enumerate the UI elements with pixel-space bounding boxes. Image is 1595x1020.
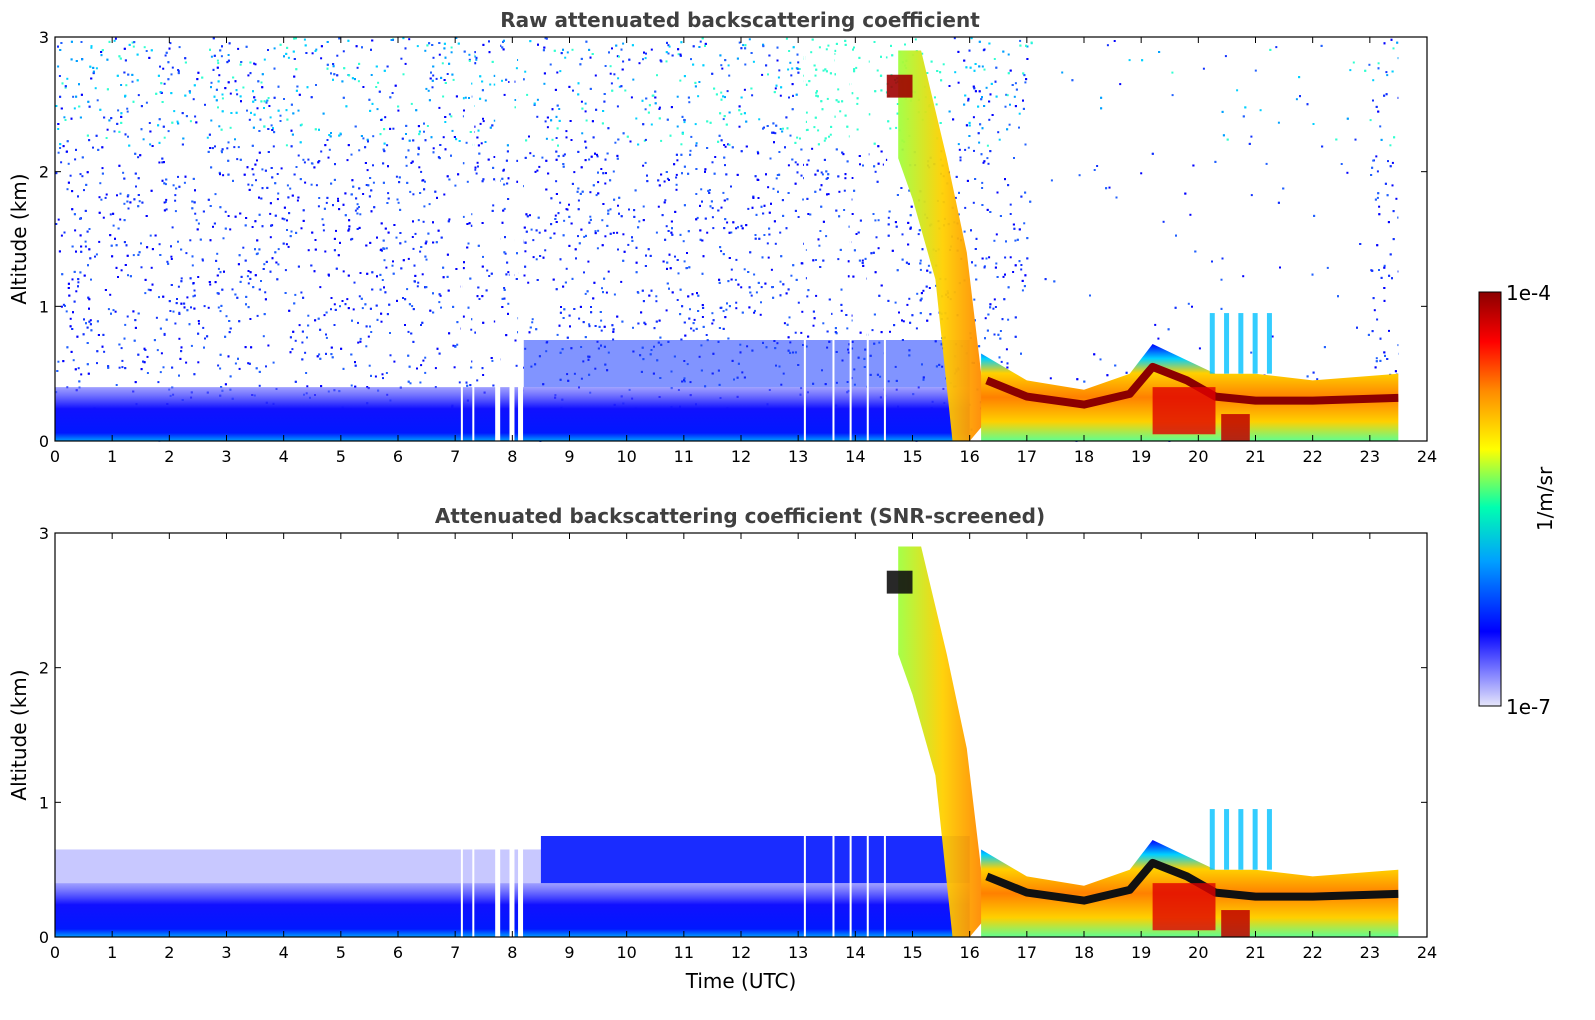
- colorbar: 1e-4 1e-7 1/m/sr: [1478, 281, 1557, 719]
- colorbar-unit-label: 1/m/sr: [1533, 466, 1557, 531]
- x-tick-label: 21: [1245, 943, 1265, 962]
- x-tick-label: 3: [221, 943, 231, 962]
- x-tick-label: 6: [393, 943, 403, 962]
- raw-x-axis: 0 1 2 3 4 5 6 7 8 9 10 11 12 13 14 15 16 17 18 19 20 21 22 23 24: [50, 37, 1437, 466]
- snr-x-axis: 0 1 2 3 4 5 6 7 8 9 10 11 12 13 14 15 16 17 18 19 20 21 22 23 24: [50, 533, 1437, 962]
- colorbar-max-label: 1e-4: [1506, 281, 1551, 305]
- y-tick-label: 3: [39, 28, 49, 47]
- x-tick-label: 17: [1017, 447, 1037, 466]
- x-tick-label: 19: [1131, 447, 1151, 466]
- x-tick-label: 7: [450, 943, 460, 962]
- snr-y-axis: 0 1 2 3: [39, 524, 1427, 947]
- x-tick-label: 11: [674, 943, 694, 962]
- raw-y-axis: 0 1 2 3: [39, 28, 1427, 451]
- x-tick-label: 13: [788, 943, 808, 962]
- x-tick-label: 6: [393, 447, 403, 466]
- x-tick-label: 12: [731, 447, 751, 466]
- snr-panel-title: Attenuated backscattering coefficient (S…: [435, 504, 1045, 528]
- y-tick-label: 1: [39, 297, 49, 316]
- x-tick-label: 0: [50, 943, 60, 962]
- x-tick-label: 3: [221, 447, 231, 466]
- y-tick-label: 2: [39, 163, 49, 182]
- x-tick-label: 4: [279, 447, 289, 466]
- raw-heatmap: [55, 37, 1427, 442]
- x-tick-label: 10: [616, 447, 636, 466]
- x-tick-label: 4: [279, 943, 289, 962]
- x-tick-label: 7: [450, 447, 460, 466]
- x-tick-label: 14: [845, 447, 865, 466]
- x-tick-label: 2: [164, 943, 174, 962]
- x-tick-label: 13: [788, 447, 808, 466]
- x-tick-label: 16: [959, 943, 979, 962]
- snr-heatmap: [55, 533, 1427, 937]
- colorbar-min-label: 1e-7: [1506, 695, 1551, 719]
- raw-panel: Raw attenuated backscattering coefficien…: [7, 8, 1437, 466]
- x-tick-label: 5: [336, 447, 346, 466]
- raw-panel-title: Raw attenuated backscattering coefficien…: [500, 8, 980, 32]
- x-tick-label: 23: [1360, 943, 1380, 962]
- x-tick-label: 20: [1188, 447, 1208, 466]
- colorbar-gradient: [1478, 291, 1502, 707]
- x-tick-label: 0: [50, 447, 60, 466]
- y-tick-label: 0: [39, 928, 49, 947]
- x-tick-label: 9: [564, 943, 574, 962]
- x-axis-label: Time (UTC): [685, 969, 797, 993]
- x-tick-label: 22: [1302, 943, 1322, 962]
- y-tick-label: 3: [39, 524, 49, 543]
- x-tick-label: 19: [1131, 943, 1151, 962]
- x-tick-label: 15: [902, 943, 922, 962]
- y-tick-label: 0: [39, 432, 49, 451]
- x-tick-label: 15: [902, 447, 922, 466]
- x-tick-label: 21: [1245, 447, 1265, 466]
- x-tick-label: 1: [107, 943, 117, 962]
- snr-y-axis-label: Altitude (km): [7, 669, 31, 800]
- raw-y-axis-label: Altitude (km): [7, 173, 31, 304]
- x-tick-label: 10: [616, 943, 636, 962]
- x-tick-label: 24: [1417, 943, 1437, 962]
- y-tick-label: 1: [39, 793, 49, 812]
- snr-panel: Attenuated backscattering coefficient (S…: [7, 504, 1437, 993]
- x-tick-label: 1: [107, 447, 117, 466]
- x-tick-label: 23: [1360, 447, 1380, 466]
- x-tick-label: 16: [959, 447, 979, 466]
- x-tick-label: 8: [507, 447, 517, 466]
- x-tick-label: 12: [731, 943, 751, 962]
- x-tick-label: 5: [336, 943, 346, 962]
- x-tick-label: 20: [1188, 943, 1208, 962]
- x-tick-label: 2: [164, 447, 174, 466]
- x-tick-label: 24: [1417, 447, 1437, 466]
- x-tick-label: 18: [1074, 447, 1094, 466]
- x-tick-label: 22: [1302, 447, 1322, 466]
- x-tick-label: 8: [507, 943, 517, 962]
- x-tick-label: 18: [1074, 943, 1094, 962]
- x-tick-label: 17: [1017, 943, 1037, 962]
- y-tick-label: 2: [39, 659, 49, 678]
- x-tick-label: 11: [674, 447, 694, 466]
- x-tick-label: 9: [564, 447, 574, 466]
- x-tick-label: 14: [845, 943, 865, 962]
